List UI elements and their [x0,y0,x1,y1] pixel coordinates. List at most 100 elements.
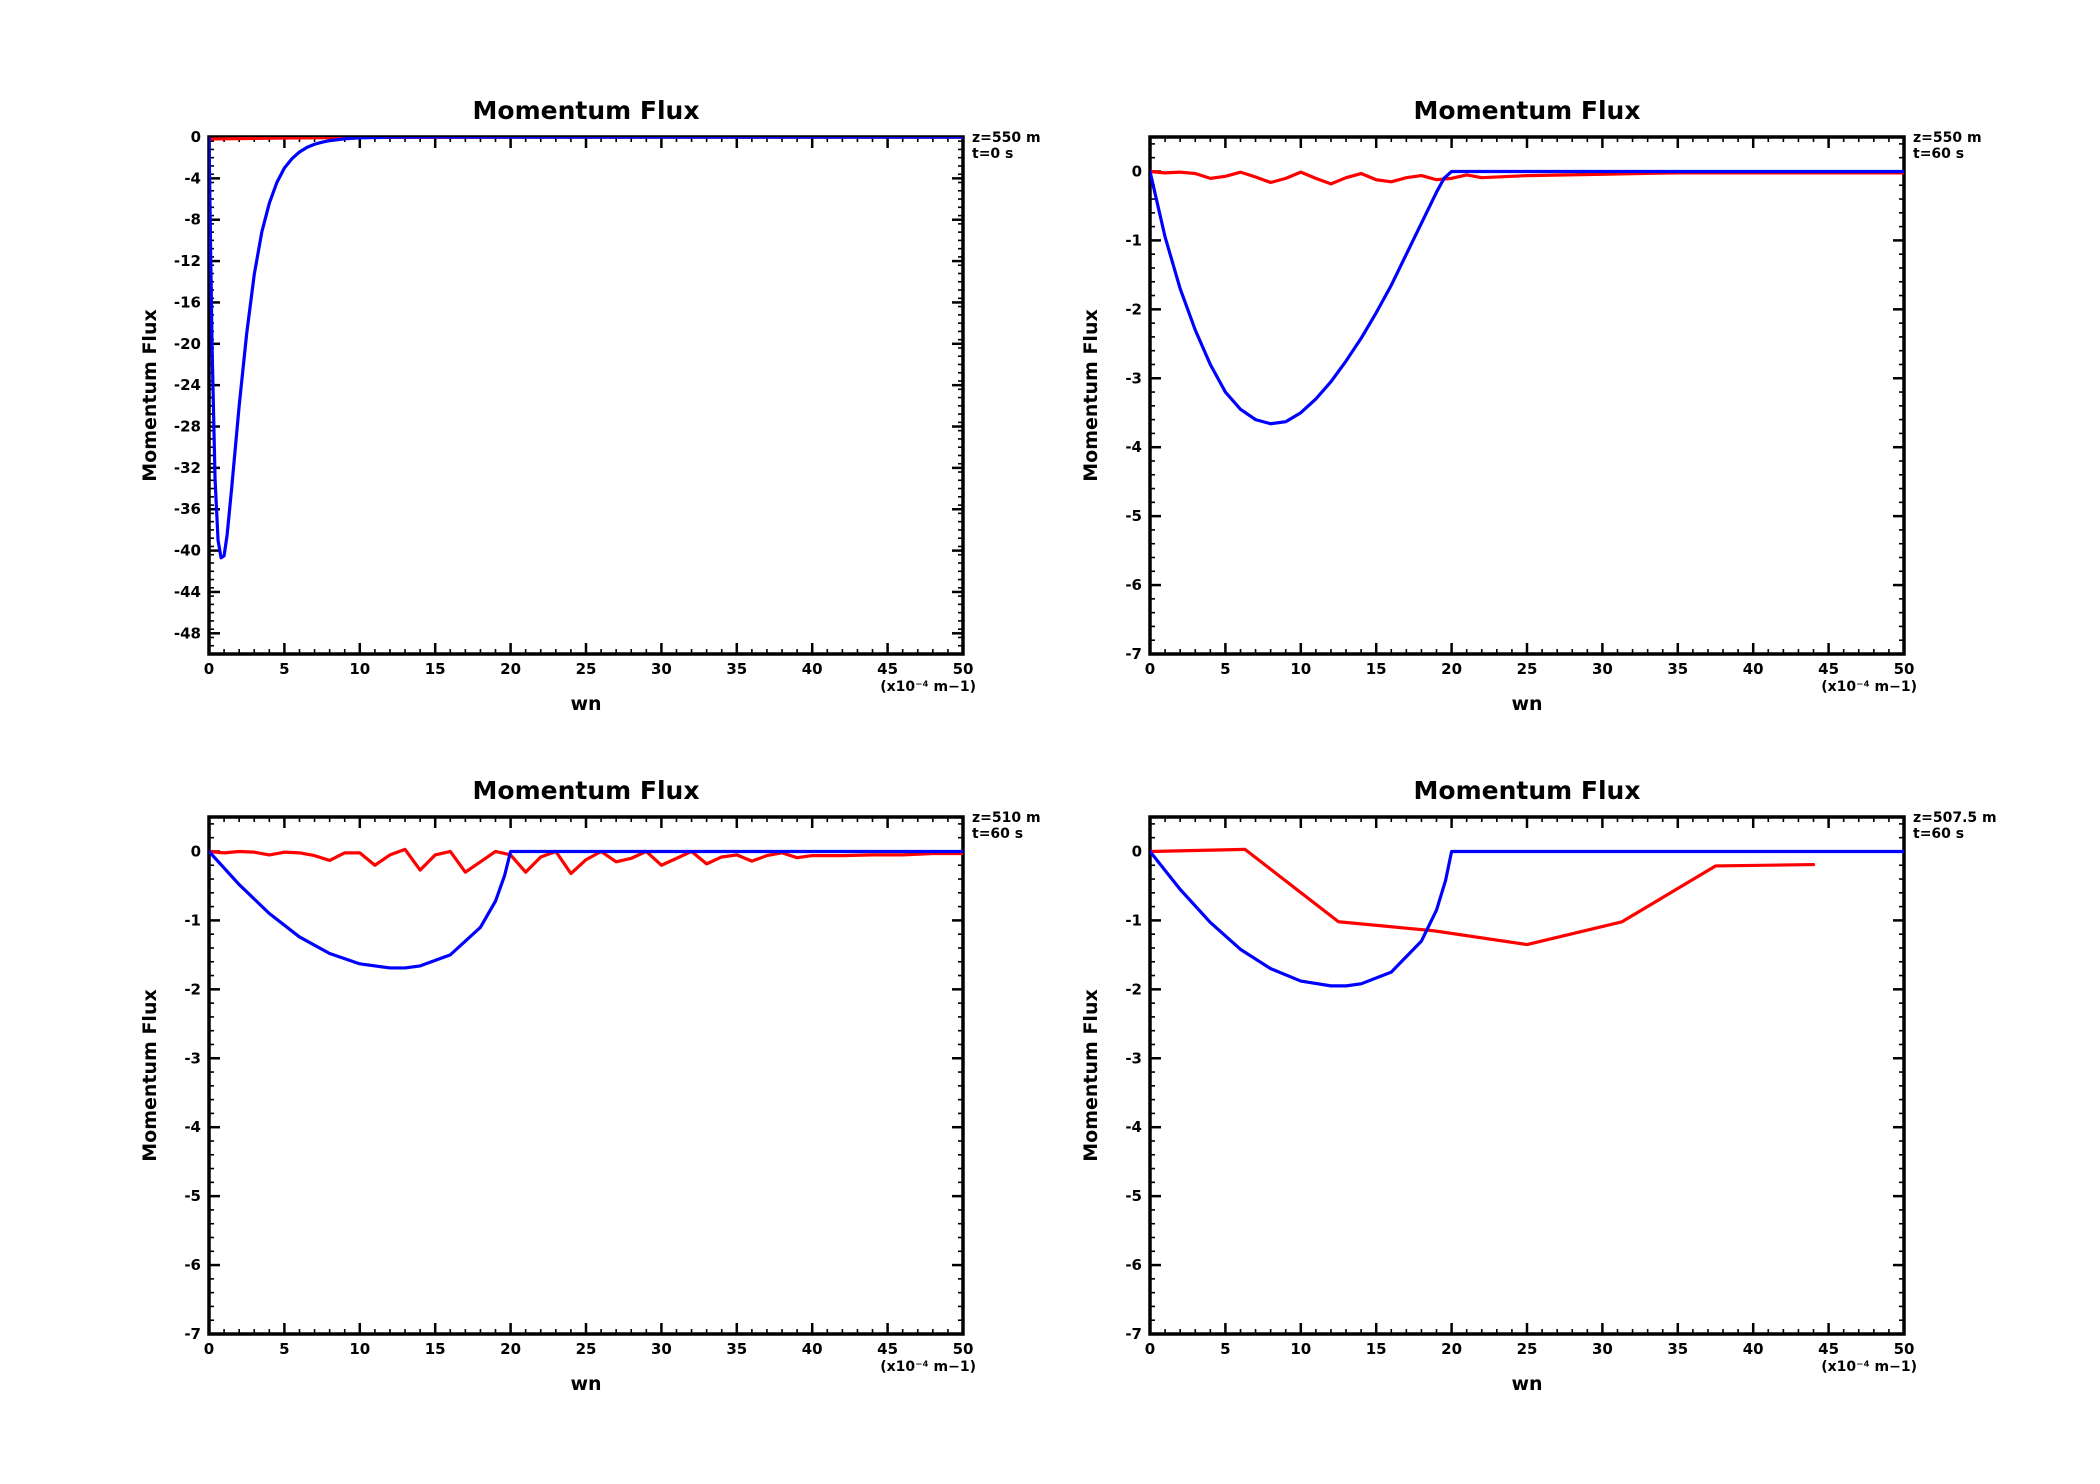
plot-frame [1148,815,1906,1336]
x-tick-label: 25 [1517,660,1538,678]
y-tick-label: -44 [174,583,201,601]
plot-frame [207,815,965,1336]
x-tick-label: 20 [1441,1340,1462,1358]
x-tick-label: 10 [1290,660,1311,678]
x-tick-label: 0 [204,660,214,678]
x-tick-label: 25 [1517,1340,1538,1358]
x-tick-label: 30 [1592,1340,1613,1358]
x-tick-label: 35 [726,660,747,678]
y-tick-label: -20 [174,335,201,353]
y-tick-label: 0 [1132,162,1142,180]
x-tick-label: 30 [651,660,672,678]
y-tick-label: -2 [184,980,201,998]
x-unit-label: (x10⁻⁴ m−1) [880,1359,976,1375]
y-tick-label: 0 [1132,842,1142,860]
chart-title: Momentum Flux [473,96,700,125]
panel-annotation: z=550 m [972,130,1041,146]
y-tick-label: -5 [1125,507,1142,525]
x-tick-label: 50 [1894,660,1915,678]
x-unit-label: (x10⁻⁴ m−1) [1821,679,1917,695]
y-axis-label: Momentum Flux [139,989,161,1161]
x-tick-label: 25 [576,1340,597,1358]
x-tick-label: 5 [279,660,289,678]
red-series-line [209,137,963,141]
chart-panel-2: Momentum Flux 0 5 10 15 20 25 30 35 40 45 50 0 -1 -2 -3… [1080,96,1982,715]
y-axis-label: Momentum Flux [1080,309,1102,481]
y-tick-label: -4 [184,1118,201,1136]
x-tick-label: 45 [1818,660,1839,678]
x-tick-label: 40 [802,1340,823,1358]
x-tick-label: 30 [651,1340,672,1358]
y-tick-label: 0 [191,128,201,146]
y-tick-label: -7 [1125,645,1142,663]
x-tick-label: 0 [1145,1340,1155,1358]
y-tick-label: -4 [1125,1118,1142,1136]
x-tick-label: 45 [1818,1340,1839,1358]
y-tick-label: -16 [174,293,201,311]
panel-annotation: t=60 s [1913,826,1964,842]
y-tick-label: -6 [184,1256,201,1274]
y-tick-label: -28 [174,418,201,436]
x-tick-label: 10 [349,1340,370,1358]
panel-annotation: t=0 s [972,146,1013,162]
x-axis-label: wn [570,693,601,715]
x-tick-label: 50 [953,660,974,678]
panel-annotation: z=550 m [1913,130,1982,146]
y-tick-label: -4 [1125,438,1142,456]
y-axis-label: Momentum Flux [139,309,161,481]
y-tick-label: -36 [174,500,201,518]
x-tick-label: 10 [349,660,370,678]
panel-annotation: z=507.5 m [1913,810,1997,826]
y-axis-label: Momentum Flux [1080,989,1102,1161]
x-tick-label: 35 [1667,660,1688,678]
y-tick-label: -32 [174,459,201,477]
y-tick-label: -4 [184,169,201,187]
panel-annotation: z=510 m [972,810,1041,826]
x-tick-label: 15 [425,1340,446,1358]
chart-title: Momentum Flux [1414,96,1641,125]
y-tick-label: -40 [174,542,201,560]
x-tick-label: 10 [1290,1340,1311,1358]
x-tick-label: 20 [500,660,521,678]
y-tick-label: 0 [191,842,201,860]
chart-panel-4: Momentum Flux 0 5 10 15 20 25 30 35 40 45 50 0 -1 -2 -3… [1080,776,1997,1395]
y-tick-label: -3 [1125,369,1142,387]
red-series-line [1150,847,1816,947]
x-tick-label: 15 [1366,660,1387,678]
y-tick-label: -8 [184,211,201,229]
y-tick-label: -6 [1125,1256,1142,1274]
x-axis-label: wn [1511,1373,1542,1395]
y-tick-label: -7 [1125,1325,1142,1343]
x-axis-label: wn [570,1373,601,1395]
y-tick-label: -1 [1125,911,1142,929]
red-series-line [209,847,963,876]
x-tick-label: 40 [1743,660,1764,678]
x-tick-label: 15 [1366,1340,1387,1358]
plot-frame [207,135,965,656]
x-tick-label: 25 [576,660,597,678]
x-tick-label: 20 [500,1340,521,1358]
y-tick-label: -5 [1125,1187,1142,1205]
x-tick-label: 15 [425,660,446,678]
x-tick-label: 45 [877,660,898,678]
chart-title: Momentum Flux [1414,776,1641,805]
y-tick-label: -24 [174,376,201,394]
y-tick-label: -12 [174,252,201,270]
x-tick-label: 50 [1894,1340,1915,1358]
y-tick-label: -6 [1125,576,1142,594]
y-tick-label: -2 [1125,980,1142,998]
y-tick-label: -48 [174,624,201,642]
blue-series-line [209,849,963,970]
x-tick-label: 40 [1743,1340,1764,1358]
x-tick-label: 50 [953,1340,974,1358]
panel-annotation: t=60 s [972,826,1023,842]
chart-title: Momentum Flux [473,776,700,805]
plot-frame [1148,135,1906,656]
chart-panel-3: Momentum Flux 0 5 10 15 20 25 30 35 40 45 50 0 -1 -2 -3… [139,776,1041,1395]
x-tick-label: 35 [726,1340,747,1358]
x-tick-label: 5 [279,1340,289,1358]
x-axis-label: wn [1511,693,1542,715]
y-tick-label: -7 [184,1325,201,1343]
x-unit-label: (x10⁻⁴ m−1) [1821,1359,1917,1375]
